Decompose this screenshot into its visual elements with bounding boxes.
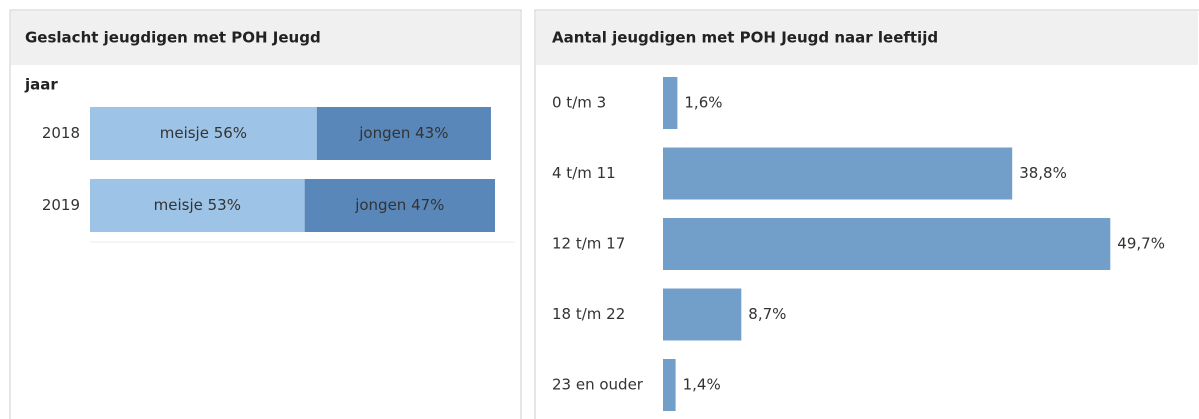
bar-segment [90, 179, 305, 232]
bar-segment [304, 179, 495, 232]
chart-title: Geslacht jeugdigen met POH Jeugd [25, 29, 321, 47]
bar-segment [90, 107, 317, 160]
axis-title: jaar [24, 76, 58, 94]
data-label: 38,8% [1019, 164, 1067, 182]
bar [663, 147, 1013, 200]
y-tick-label: 0 t/m 3 [552, 94, 606, 112]
bar [663, 218, 1111, 270]
data-label: jongen 47% [354, 196, 444, 214]
y-tick-label: 4 t/m 11 [552, 164, 616, 182]
data-label: 1,4% [683, 376, 721, 394]
data-label: 49,7% [1117, 235, 1165, 253]
y-tick-label: 2018 [42, 124, 80, 142]
data-label: jongen 43% [358, 124, 448, 142]
panel [534, 9, 1199, 419]
bar-segment [316, 107, 491, 160]
chart-title: Aantal jeugdigen met POH Jeugd naar leef… [552, 29, 938, 47]
data-label: meisje 53% [154, 196, 241, 214]
data-label: 1,6% [684, 94, 722, 112]
y-tick-label: 23 en ouder [552, 376, 644, 394]
y-tick-label: 18 t/m 22 [552, 305, 625, 323]
panel-header [11, 11, 520, 65]
bar [663, 288, 742, 341]
data-label: meisje 56% [160, 124, 247, 142]
y-tick-label: 12 t/m 17 [552, 235, 625, 253]
panel-header [536, 11, 1198, 65]
data-label: 8,7% [748, 305, 786, 323]
bar [663, 77, 678, 129]
y-tick-label: 2019 [42, 196, 80, 214]
bar [663, 359, 676, 411]
